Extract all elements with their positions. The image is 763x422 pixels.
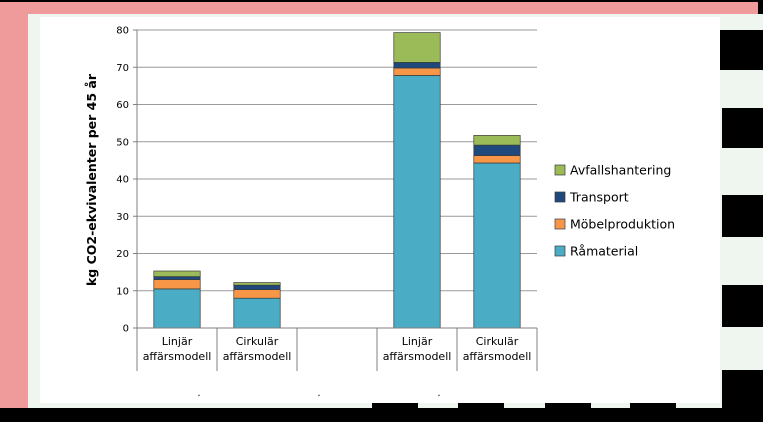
bar-segment <box>153 288 201 329</box>
bar-segment <box>473 144 521 156</box>
bar-segment <box>233 284 281 290</box>
group-mark: . <box>437 388 440 399</box>
x-tick-label: Cirkulär <box>236 335 279 348</box>
frame-block <box>372 400 418 422</box>
legend-swatch <box>554 245 566 257</box>
x-tick-label: affärsmodell <box>383 350 452 363</box>
legend-label: Transport <box>569 190 629 205</box>
y-axis-label: kg CO2-ekvivalenter per 45 år <box>84 73 99 286</box>
y-tick-label: 20 <box>116 249 129 260</box>
frame-block <box>722 285 763 327</box>
bar-segment <box>473 135 521 146</box>
y-tick-label: 0 <box>123 324 129 335</box>
gridlines <box>137 29 537 292</box>
x-tick-label: affärsmodell <box>463 350 532 363</box>
bar-segment <box>473 155 521 164</box>
bar-segment <box>233 282 281 286</box>
frame-block <box>190 408 245 422</box>
x-tick-label: affärsmodell <box>223 350 292 363</box>
bar-segment <box>233 289 281 299</box>
frame-block <box>458 400 504 422</box>
x-tick-label: Linjär <box>162 335 193 348</box>
bar-segment <box>393 75 441 329</box>
bar-segment <box>153 270 201 277</box>
y-tick-label: 40 <box>116 175 129 186</box>
y-tick-label: 10 <box>116 286 129 297</box>
y-tick-label: 50 <box>116 137 129 148</box>
bar-segment <box>393 62 441 69</box>
frame-block <box>630 400 676 422</box>
legend-label: Möbelproduktion <box>570 217 675 232</box>
frame-block <box>716 30 763 70</box>
bars <box>153 32 521 329</box>
y-tick-label: 30 <box>116 212 129 223</box>
legend-swatch <box>554 218 566 230</box>
frame-block <box>722 195 763 237</box>
frame-block <box>545 400 591 422</box>
bar-segment <box>153 279 201 290</box>
legend-label: Råmaterial <box>570 244 638 259</box>
bar-segment <box>153 276 201 280</box>
x-tick-label: Cirkulär <box>476 335 519 348</box>
y-tick-label: 80 <box>116 26 129 37</box>
bar-segment <box>393 32 441 63</box>
y-tick-label: 70 <box>116 63 129 74</box>
axes: 0 10 20 30 40 50 60 70 80 Linjär affärsmodell Cirku… <box>116 26 538 399</box>
legend-swatch <box>554 191 566 203</box>
bar-segment <box>233 297 281 329</box>
chart-area <box>40 17 720 403</box>
x-tick-label: Linjär <box>402 335 433 348</box>
y-tick-label: 60 <box>116 100 129 111</box>
group-mark: . <box>317 388 320 399</box>
group-mark: . <box>197 388 200 399</box>
bar-segment <box>473 162 521 329</box>
x-tick-label: affärsmodell <box>143 350 212 363</box>
bar-segment <box>393 67 441 76</box>
legend-swatch <box>554 164 566 176</box>
legend-label: Avfallshantering <box>570 163 671 178</box>
legend: Avfallshantering Transport Möbelproduktion… <box>554 163 675 259</box>
frame-block <box>722 108 763 148</box>
